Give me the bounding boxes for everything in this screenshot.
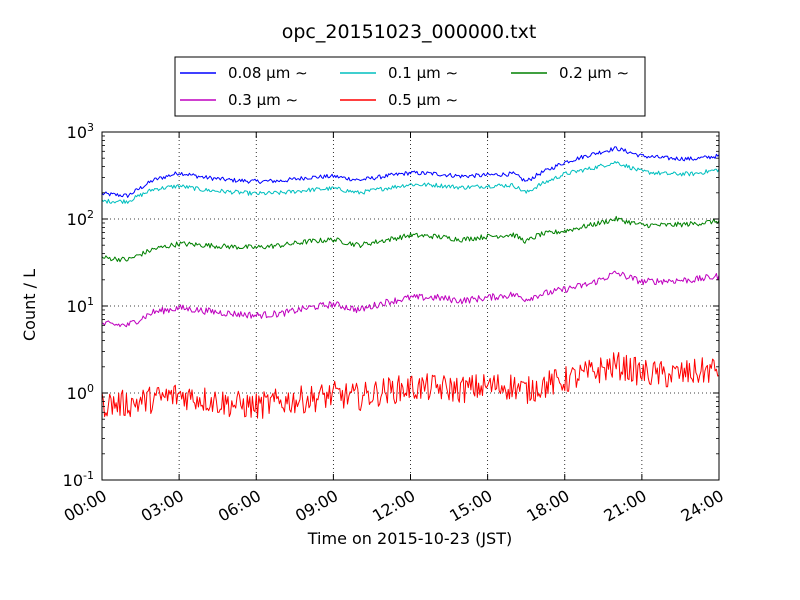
- x-axis-label: Time on 2015-10-23 (JST): [307, 529, 512, 548]
- y-tick-label: 101: [67, 295, 94, 316]
- legend-label-5: 0.5 μm ∼: [388, 91, 458, 109]
- legend-box: [174, 56, 646, 117]
- series-line-2: [101, 160, 720, 204]
- y-tick-label: 102: [67, 208, 94, 229]
- series-line-3: [101, 215, 720, 263]
- series-line-5: [101, 352, 720, 419]
- legend-label-4: 0.3 μm ∼: [228, 91, 298, 109]
- y-tick-label: 103: [67, 121, 94, 142]
- legend-label-1: 0.08 μm ∼: [228, 64, 308, 82]
- y-tick-label: 10-1: [63, 469, 94, 490]
- series-line-4: [101, 270, 720, 328]
- chart-title: opc_20151023_000000.txt: [282, 21, 537, 43]
- legend-label-2: 0.1 μm ∼: [388, 64, 458, 82]
- legend: 0.08 μm ∼ 0.1 μm ∼ 0.2 μm ∼ 0.3 μm ∼ 0.5 μm …: [174, 56, 646, 117]
- y-tick-label: 100: [67, 382, 94, 403]
- y-axis-label: Count / L: [20, 269, 39, 341]
- series-line-1: [101, 146, 720, 198]
- legend-label-3: 0.2 μm ∼: [559, 64, 629, 82]
- series-lines: [101, 146, 720, 419]
